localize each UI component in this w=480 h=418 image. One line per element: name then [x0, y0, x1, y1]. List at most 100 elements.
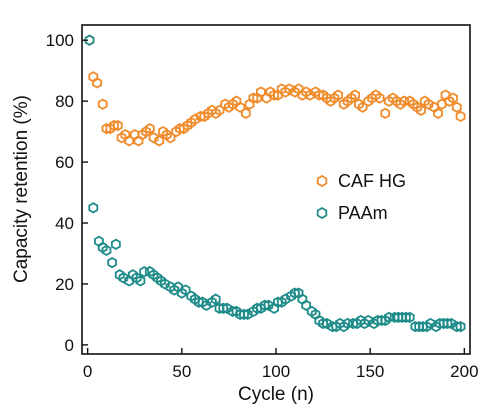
data-point — [350, 89, 361, 101]
data-point — [380, 107, 391, 119]
data-point — [259, 299, 270, 311]
data-point — [404, 311, 415, 324]
data-point — [127, 269, 138, 281]
data-point — [84, 34, 95, 46]
data-point — [357, 101, 368, 113]
data-point — [376, 314, 387, 327]
legend-marker — [316, 206, 328, 220]
legend-label: PAAm — [338, 203, 388, 223]
x-tick-label: 0 — [83, 362, 92, 381]
data-point — [131, 272, 142, 284]
data-point — [384, 311, 394, 324]
data-point — [240, 107, 251, 119]
data-point — [210, 293, 221, 305]
y-tick-label: 40 — [55, 214, 74, 233]
data-point — [101, 122, 112, 135]
data-point — [423, 98, 434, 110]
legend-marker — [316, 174, 328, 188]
data-point — [148, 132, 159, 144]
data-point — [154, 135, 165, 147]
data-point — [318, 317, 329, 330]
data-point — [442, 317, 453, 330]
data-point — [156, 275, 167, 287]
data-point — [318, 89, 329, 101]
data-point — [97, 98, 108, 110]
data-point — [399, 95, 410, 107]
data-point — [92, 77, 102, 89]
data-point — [161, 129, 172, 141]
data-point — [252, 302, 263, 314]
data-point — [401, 311, 411, 324]
data-point — [416, 104, 426, 116]
data-point — [152, 272, 163, 284]
data-point — [124, 135, 135, 147]
data-point — [419, 95, 430, 107]
y-tick-label: 60 — [55, 153, 74, 172]
x-tick-label: 150 — [356, 362, 384, 381]
data-point — [107, 256, 117, 269]
data-point — [101, 244, 112, 257]
legend: CAF HG PAAm — [316, 171, 406, 223]
data-point — [175, 122, 185, 135]
data-point — [408, 98, 419, 110]
data-point — [242, 308, 253, 321]
data-point — [455, 320, 466, 333]
data-point — [144, 266, 155, 278]
data-point — [284, 83, 295, 95]
data-point — [218, 302, 229, 314]
data-point — [201, 299, 212, 311]
data-point — [109, 119, 119, 132]
data-point — [333, 89, 344, 101]
data-point — [114, 269, 125, 281]
data-point — [363, 314, 374, 327]
data-point — [195, 110, 206, 123]
data-point — [190, 113, 200, 126]
data-point — [412, 101, 423, 113]
data-point — [263, 299, 274, 311]
data-point — [446, 317, 457, 330]
y-tick-label: 20 — [55, 275, 74, 294]
data-point — [301, 86, 312, 98]
data-point — [451, 101, 462, 113]
y-tick-label: 100 — [46, 31, 74, 50]
data-point — [88, 202, 99, 214]
data-point — [353, 98, 364, 110]
data-point — [433, 107, 443, 119]
data-point — [436, 98, 447, 110]
data-point — [269, 89, 280, 101]
data-point — [144, 122, 155, 135]
data-point — [370, 89, 381, 101]
data-point — [186, 290, 197, 302]
legend-label: CAF HG — [338, 171, 406, 191]
y-axis-title: Capacity retention (%) — [11, 95, 32, 283]
series-caf-hg — [84, 34, 466, 147]
x-tick-label: 200 — [450, 362, 478, 381]
data-point — [248, 92, 259, 104]
data-point — [304, 89, 315, 101]
x-tick-label: 50 — [172, 362, 191, 381]
data-point — [348, 317, 359, 330]
data-point — [214, 104, 225, 116]
x-axis-title: Cycle (n) — [238, 384, 314, 405]
data-point — [139, 266, 150, 278]
series-paam — [84, 34, 466, 333]
data-point — [289, 287, 300, 299]
data-point — [374, 92, 385, 104]
y-tick-label: 0 — [65, 336, 74, 355]
data-point — [148, 269, 159, 281]
data-point — [118, 272, 129, 284]
data-point — [455, 110, 466, 123]
data-point — [159, 278, 170, 290]
data-point — [158, 125, 168, 138]
y-tick-label: 80 — [55, 92, 74, 111]
data-point — [165, 132, 176, 144]
data-point — [404, 95, 415, 107]
data-point — [417, 320, 428, 333]
data-point — [451, 320, 462, 333]
data-point — [306, 305, 317, 318]
data-point — [135, 275, 146, 287]
x-tick-label: 100 — [262, 362, 290, 381]
data-point — [280, 293, 291, 305]
data-point — [321, 317, 332, 330]
